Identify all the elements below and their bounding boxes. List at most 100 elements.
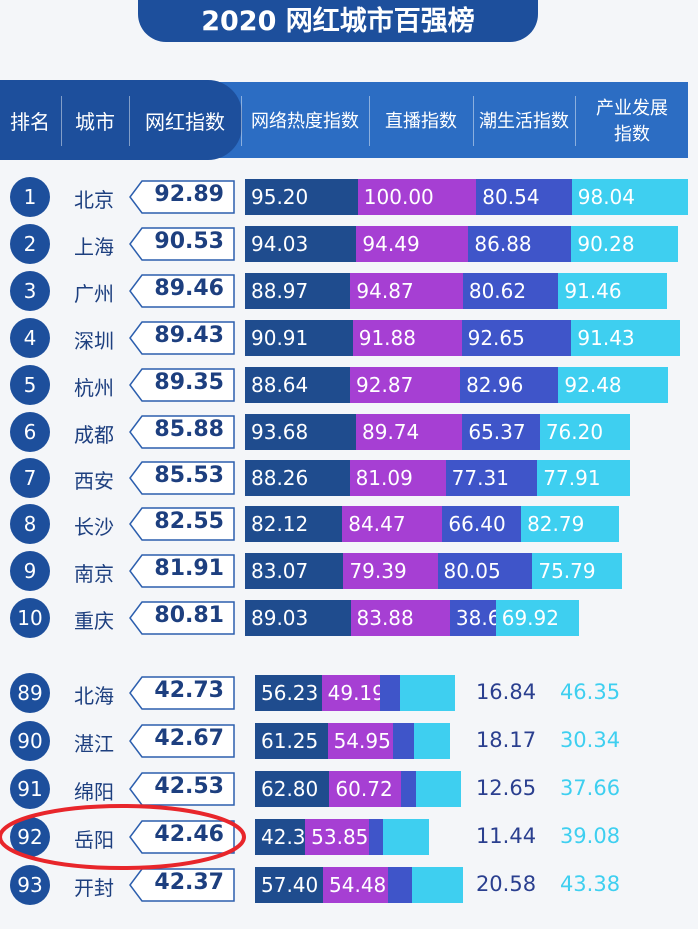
column-header: 网红指数 [145,109,225,134]
bar-segment: 86.88 [468,226,572,262]
index-box: 42.53 [128,772,236,806]
column-header: 网络热度指数 [251,111,359,132]
index-box-outline [129,274,235,308]
bar-segment: 57.40 [255,867,324,903]
bar-segment: 81.09 [349,460,446,496]
bar-segment: 38.69 [449,600,513,636]
city-name: 绵阳 [74,780,114,804]
bar-segment [416,771,461,807]
rank-badge: 4 [10,318,50,358]
bar-segment: 77.31 [445,460,538,496]
bar-segment: 82.12 [245,506,343,542]
bar-segment: 49.19 [321,675,385,711]
bar-segment: 79.39 [343,553,438,589]
bar-segment: 92.48 [558,367,668,403]
index-box-outline [129,676,235,710]
segment-label: 20.58 [475,872,537,896]
bar-segment: 91.43 [571,320,680,356]
bar-segment: 98.04 [571,179,688,215]
city-name: 北海 [74,684,114,708]
segment-label: 18.17 [475,728,537,752]
index-box-outline [129,507,235,541]
segment-label: 46.35 [559,680,621,704]
column-header: 潮生活指数 [479,111,569,132]
index-box: 82.55 [128,507,236,541]
index-value: 92.89 [154,182,224,207]
city-name: 岳阳 [74,828,114,852]
bar-segment: 95.20 [245,179,358,215]
index-box-outline [129,368,235,402]
segment-label: 30.34 [559,728,621,752]
index-box: 85.53 [128,461,236,495]
bar-segment: 89.74 [356,414,463,450]
bar-segment [392,723,415,759]
bar-segment: 66.40 [442,506,522,542]
city-name: 南京 [74,562,114,586]
index-box-outline [129,227,235,261]
index-box-outline [129,461,235,495]
index-box: 89.35 [128,368,236,402]
rank-badge: 89 [10,673,50,713]
index-value: 85.53 [154,463,224,488]
bar-segment: 83.88 [350,600,450,636]
rank-badge: 93 [10,865,50,905]
header-bar-left [0,80,242,160]
bar-segment [387,867,412,903]
bar-segment: 76.20 [539,414,631,450]
index-box: 80.81 [128,601,236,635]
city-name: 西安 [74,469,114,493]
city-name: 广州 [74,282,114,306]
bar-segment [401,771,417,807]
city-name: 成都 [74,423,114,447]
bar-segment: 83.07 [245,553,344,589]
bar-segment: 94.87 [350,273,463,309]
index-value: 42.53 [154,774,224,799]
index-box: 85.88 [128,415,236,449]
bar-segment: 93.68 [245,414,356,450]
rank-badge: 2 [10,224,50,264]
bar-segment: 53.85 [305,819,369,855]
bar-segment: 94.03 [245,226,357,262]
index-box-outline [129,180,235,214]
rank-badge: 91 [10,769,50,809]
segment-label: 11.44 [475,824,537,848]
rank-badge: 5 [10,365,50,405]
bar-segment: 82.96 [460,367,559,403]
city-name: 深圳 [74,329,114,353]
bar-segment [368,819,383,855]
header-separator [369,96,370,146]
bar-segment: 80.62 [462,273,559,309]
bar-segment: 91.88 [352,320,462,356]
bar-segment: 90.28 [571,226,679,262]
title: 2020 网红城市百强榜 [201,5,475,37]
bar-segment [399,675,455,711]
bar-segment: 92.65 [461,320,572,356]
rank-badge: 7 [10,458,50,498]
index-box: 89.43 [128,321,236,355]
bar-segment: 82.79 [521,506,620,542]
bar-segment: 92.87 [350,367,461,403]
rank-badge: 3 [10,271,50,311]
bar-segment: 54.95 [327,723,393,759]
index-box-outline [129,601,235,635]
bar-segment: 88.97 [245,273,351,309]
index-box-outline [129,554,235,588]
rank-badge: 8 [10,504,50,544]
column-header: 直播指数 [385,111,457,132]
index-box: 90.53 [128,227,236,261]
bar-segment: 54.48 [323,867,388,903]
segment-label: 39.08 [559,824,621,848]
index-value: 80.81 [154,603,224,628]
city-name: 开封 [74,876,114,900]
bar-segment: 89.03 [245,600,351,636]
bar-segment: 88.64 [245,367,351,403]
bar-segment: 94.49 [356,226,469,262]
index-value: 42.67 [154,726,224,751]
bar-segment: 60.72 [329,771,402,807]
bar-segment [411,867,464,903]
header-separator [575,96,576,146]
index-value: 42.37 [154,870,224,895]
bar-segment: 62.80 [255,771,330,807]
index-value: 42.46 [154,822,224,847]
